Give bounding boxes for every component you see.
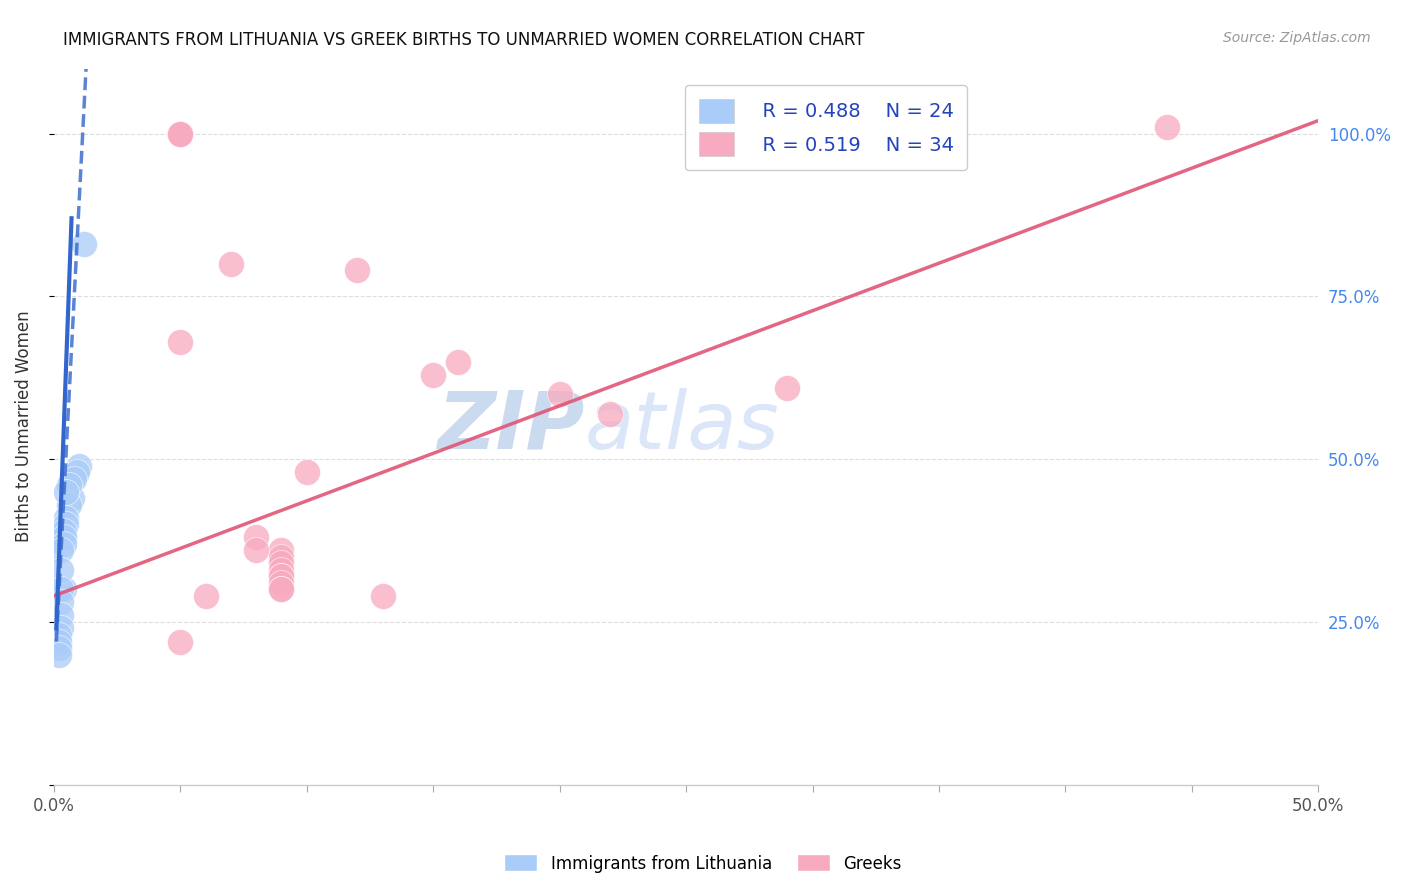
Point: [219, 257, 242, 271]
Point: [51, 595, 73, 609]
Text: atlas: atlas: [585, 388, 780, 466]
Point: [52, 524, 75, 538]
Point: [270, 549, 292, 564]
Point: [776, 380, 799, 394]
Point: [169, 127, 191, 141]
Point: [270, 575, 292, 590]
Point: [1156, 120, 1178, 135]
Point: [52, 530, 75, 544]
Point: [548, 387, 571, 401]
Point: [48, 648, 70, 662]
Point: [51, 543, 73, 558]
Point: [58, 498, 80, 512]
Point: [447, 354, 470, 368]
Point: [245, 543, 267, 558]
Point: [48, 628, 70, 642]
Point: [270, 582, 292, 597]
Point: [48, 634, 70, 648]
Y-axis label: Births to Unmarried Women: Births to Unmarried Women: [15, 310, 32, 542]
Point: [346, 263, 368, 277]
Point: [270, 569, 292, 583]
Point: [51, 563, 73, 577]
Point: [65, 465, 87, 479]
Point: [67, 458, 90, 473]
Point: [270, 569, 292, 583]
Point: [169, 127, 191, 141]
Point: [169, 127, 191, 141]
Point: [169, 127, 191, 141]
Text: IMMIGRANTS FROM LITHUANIA VS GREEK BIRTHS TO UNMARRIED WOMEN CORRELATION CHART: IMMIGRANTS FROM LITHUANIA VS GREEK BIRTH…: [63, 31, 865, 49]
Point: [60, 491, 83, 506]
Point: [51, 622, 73, 636]
Text: Source: ZipAtlas.com: Source: ZipAtlas.com: [1223, 31, 1371, 45]
Point: [270, 563, 292, 577]
Point: [55, 484, 77, 499]
Point: [371, 589, 394, 603]
Point: [52, 582, 75, 597]
Point: [169, 334, 191, 349]
Point: [169, 127, 191, 141]
Point: [169, 127, 191, 141]
Text: ZIP: ZIP: [437, 388, 585, 466]
Point: [169, 127, 191, 141]
Point: [48, 640, 70, 655]
Point: [169, 634, 191, 648]
Point: [295, 465, 318, 479]
Point: [270, 557, 292, 571]
Point: [55, 510, 77, 524]
Point: [52, 537, 75, 551]
Point: [270, 543, 292, 558]
Point: [51, 582, 73, 597]
Point: [51, 608, 73, 623]
Point: [270, 582, 292, 597]
Point: [58, 478, 80, 492]
Point: [63, 472, 86, 486]
Point: [55, 517, 77, 532]
Point: [73, 237, 96, 252]
Point: [422, 368, 444, 382]
Point: [194, 589, 217, 603]
Point: [599, 407, 621, 421]
Legend:   R = 0.488    N = 24,   R = 0.519    N = 34: R = 0.488 N = 24, R = 0.519 N = 34: [685, 86, 967, 169]
Point: [169, 127, 191, 141]
Point: [169, 127, 191, 141]
Legend: Immigrants from Lithuania, Greeks: Immigrants from Lithuania, Greeks: [498, 847, 908, 880]
Point: [169, 127, 191, 141]
Point: [245, 530, 267, 544]
